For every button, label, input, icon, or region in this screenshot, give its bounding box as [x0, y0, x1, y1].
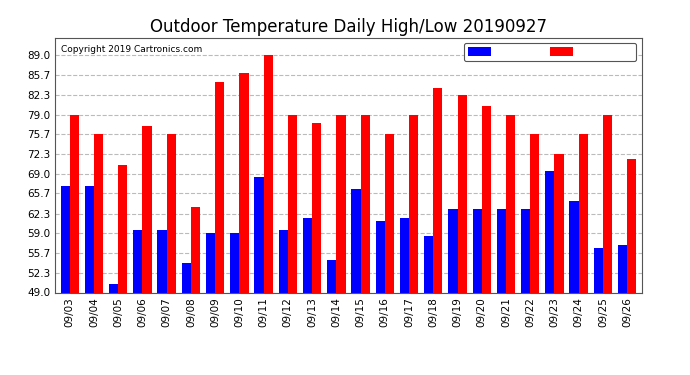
Bar	[351, 189, 361, 292]
Text: Copyright 2019 Cartronics.com: Copyright 2019 Cartronics.com	[61, 45, 202, 54]
Title: Outdoor Temperature Daily High/Low 20190927: Outdoor Temperature Daily High/Low 20190…	[150, 18, 547, 36]
Bar	[85, 186, 94, 292]
Bar	[497, 210, 506, 292]
Bar	[409, 115, 418, 292]
Bar	[181, 263, 191, 292]
Bar	[303, 218, 312, 292]
Bar	[545, 171, 555, 292]
Bar	[94, 134, 104, 292]
Bar	[109, 284, 118, 292]
Bar	[618, 245, 627, 292]
Bar	[530, 134, 540, 292]
Bar	[448, 210, 457, 292]
Bar	[133, 230, 142, 292]
Bar	[579, 134, 588, 292]
Bar	[61, 186, 70, 292]
Bar	[521, 210, 530, 292]
Bar	[157, 230, 167, 292]
Bar	[264, 55, 273, 292]
Bar	[206, 233, 215, 292]
Bar	[167, 134, 176, 292]
Bar	[336, 115, 346, 292]
Legend: Low  (°F), High  (°F): Low (°F), High (°F)	[464, 43, 636, 61]
Bar	[424, 236, 433, 292]
Bar	[569, 201, 579, 292]
Bar	[473, 210, 482, 292]
Bar	[433, 88, 442, 292]
Bar	[593, 248, 603, 292]
Bar	[239, 73, 248, 292]
Bar	[191, 207, 200, 292]
Bar	[279, 230, 288, 292]
Bar	[627, 159, 636, 292]
Bar	[118, 165, 128, 292]
Bar	[385, 134, 394, 292]
Bar	[230, 233, 239, 292]
Bar	[288, 115, 297, 292]
Bar	[482, 106, 491, 292]
Bar	[361, 115, 370, 292]
Bar	[457, 95, 466, 292]
Bar	[215, 82, 224, 292]
Bar	[142, 126, 152, 292]
Bar	[327, 260, 336, 292]
Bar	[506, 115, 515, 292]
Bar	[312, 123, 322, 292]
Bar	[400, 218, 409, 292]
Bar	[375, 221, 385, 292]
Bar	[255, 177, 264, 292]
Bar	[555, 154, 564, 292]
Bar	[603, 115, 612, 292]
Bar	[70, 115, 79, 292]
